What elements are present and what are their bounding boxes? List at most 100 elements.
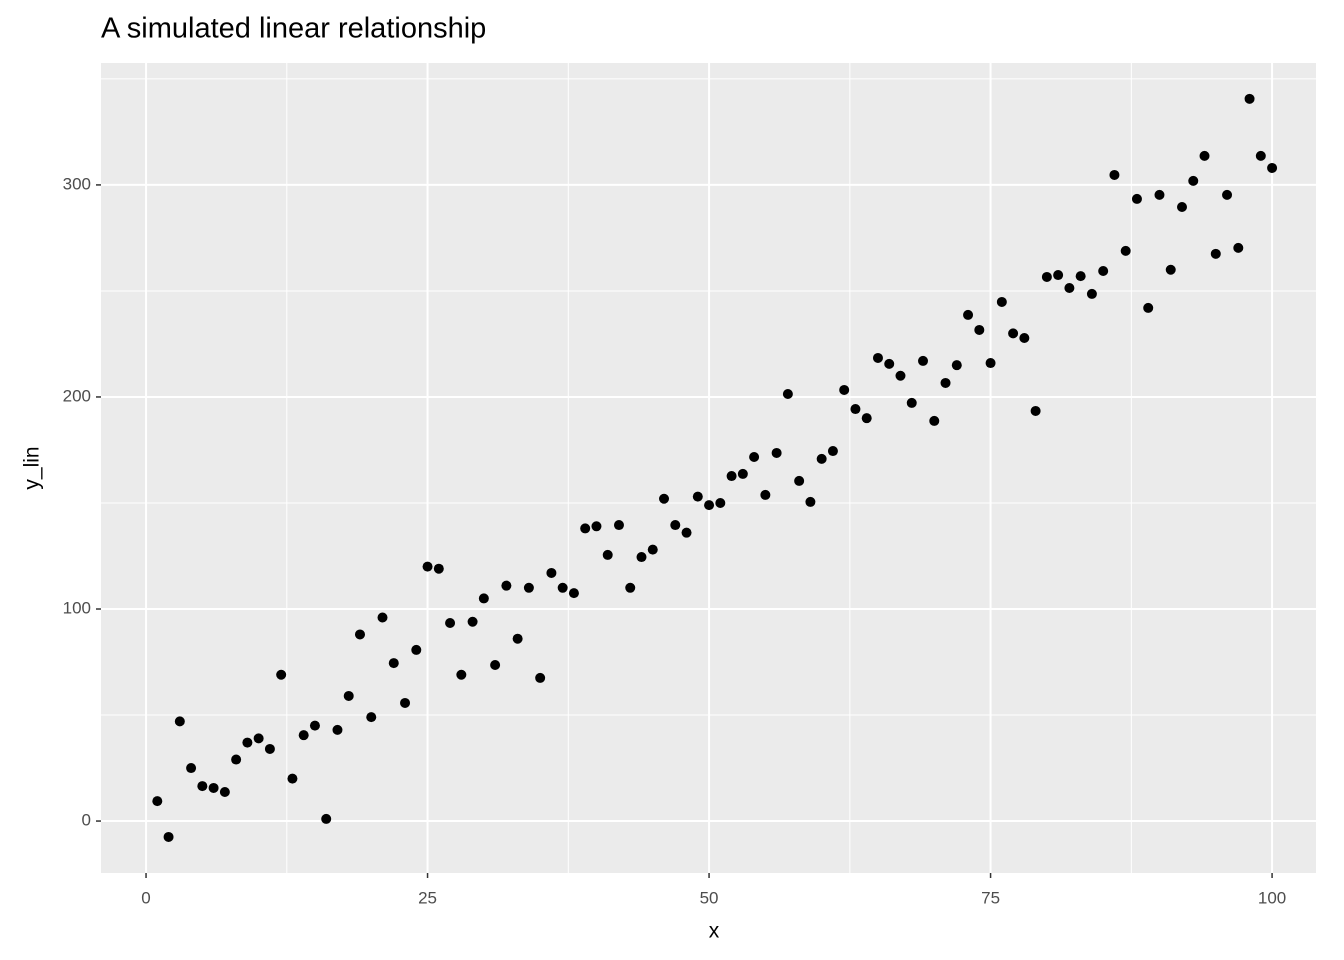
point bbox=[974, 324, 985, 335]
point bbox=[1233, 242, 1244, 253]
point bbox=[659, 493, 670, 504]
point bbox=[242, 737, 253, 748]
x-tick-label: 25 bbox=[418, 888, 437, 907]
point bbox=[647, 544, 658, 555]
point bbox=[1131, 193, 1142, 204]
point bbox=[1109, 169, 1120, 180]
point bbox=[197, 781, 208, 792]
point bbox=[1143, 302, 1154, 313]
point bbox=[580, 523, 591, 534]
point bbox=[715, 497, 726, 508]
point bbox=[231, 754, 242, 765]
x-tick-label: 100 bbox=[1258, 888, 1286, 907]
point bbox=[760, 489, 771, 500]
point bbox=[681, 527, 692, 538]
point bbox=[670, 520, 681, 531]
point bbox=[839, 384, 850, 395]
point bbox=[298, 730, 309, 741]
point bbox=[546, 567, 557, 578]
point bbox=[726, 471, 737, 482]
point bbox=[749, 451, 760, 462]
point bbox=[1008, 328, 1019, 339]
point bbox=[602, 549, 613, 560]
point bbox=[872, 352, 883, 363]
point bbox=[1064, 282, 1075, 293]
point bbox=[816, 453, 827, 464]
point bbox=[1267, 162, 1278, 173]
point bbox=[276, 669, 287, 680]
point bbox=[996, 296, 1007, 307]
y-tick-label: 100 bbox=[63, 598, 91, 617]
point bbox=[1244, 93, 1255, 104]
point bbox=[568, 588, 579, 599]
point bbox=[174, 716, 185, 727]
point bbox=[906, 397, 917, 408]
point bbox=[287, 773, 298, 784]
point bbox=[1165, 264, 1176, 275]
point bbox=[400, 697, 411, 708]
point bbox=[478, 593, 489, 604]
point bbox=[1075, 271, 1086, 282]
point bbox=[692, 491, 703, 502]
point bbox=[309, 720, 320, 731]
point bbox=[377, 612, 388, 623]
point bbox=[1041, 271, 1052, 282]
point bbox=[895, 370, 906, 381]
point bbox=[1177, 201, 1188, 212]
point bbox=[388, 658, 399, 669]
point bbox=[1030, 405, 1041, 416]
point bbox=[704, 500, 715, 511]
point bbox=[827, 446, 838, 457]
point bbox=[186, 763, 197, 774]
point bbox=[535, 672, 546, 683]
point bbox=[467, 616, 478, 627]
point bbox=[1053, 270, 1064, 281]
point bbox=[512, 633, 523, 644]
point bbox=[163, 831, 174, 842]
point bbox=[1188, 175, 1199, 186]
x-tick-label: 75 bbox=[981, 888, 1000, 907]
point bbox=[433, 563, 444, 574]
point bbox=[490, 659, 501, 670]
point bbox=[1222, 189, 1233, 200]
point bbox=[1098, 266, 1109, 277]
point bbox=[1255, 150, 1266, 161]
point bbox=[1199, 150, 1210, 161]
point bbox=[557, 582, 568, 593]
point bbox=[951, 360, 962, 371]
y-tick-label: 300 bbox=[63, 174, 91, 193]
point bbox=[501, 580, 512, 591]
point bbox=[411, 644, 422, 655]
point bbox=[253, 733, 264, 744]
point bbox=[591, 521, 602, 532]
point bbox=[794, 475, 805, 486]
x-tick-label: 50 bbox=[700, 888, 719, 907]
y-tick-label: 0 bbox=[82, 811, 91, 830]
point bbox=[321, 813, 332, 824]
point bbox=[737, 468, 748, 479]
point bbox=[985, 358, 996, 369]
point bbox=[445, 618, 456, 629]
x-tick-label: 0 bbox=[141, 888, 150, 907]
point bbox=[1154, 189, 1165, 200]
point bbox=[332, 724, 343, 735]
chart-title: A simulated linear relationship bbox=[101, 13, 486, 45]
point bbox=[366, 712, 377, 723]
point bbox=[771, 447, 782, 458]
point bbox=[422, 561, 433, 572]
point bbox=[354, 629, 365, 640]
point bbox=[219, 787, 230, 797]
point bbox=[929, 415, 940, 426]
point bbox=[1086, 288, 1097, 299]
point bbox=[456, 669, 467, 680]
point bbox=[152, 796, 163, 807]
point bbox=[918, 355, 929, 366]
point bbox=[523, 582, 534, 593]
point bbox=[343, 690, 354, 701]
point bbox=[861, 413, 872, 424]
point bbox=[884, 358, 895, 369]
point bbox=[613, 520, 624, 531]
y-tick-label: 200 bbox=[63, 386, 91, 405]
